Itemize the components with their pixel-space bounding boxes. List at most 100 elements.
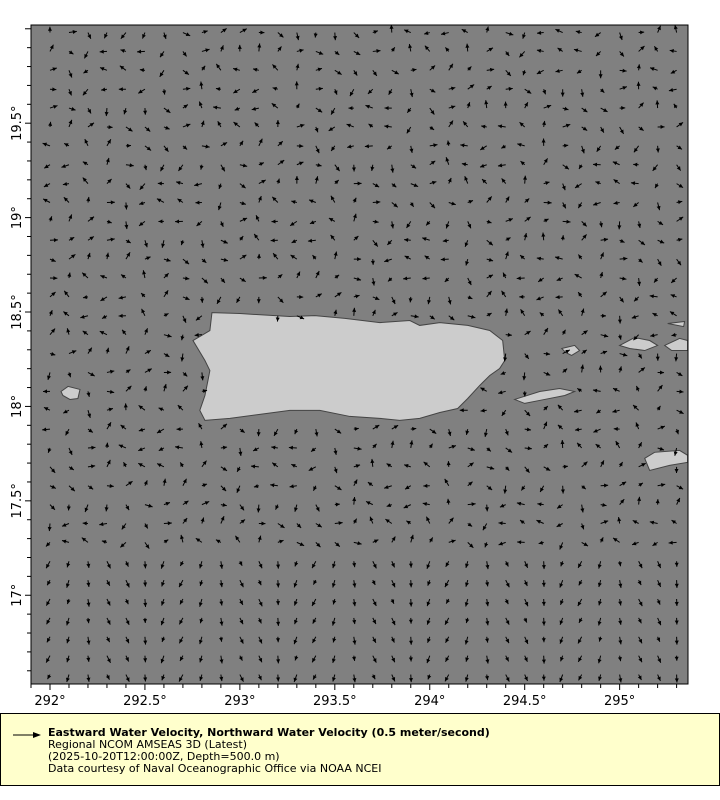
velocity-arrow <box>315 542 321 548</box>
arrow-head <box>124 224 129 230</box>
arrow-head <box>62 522 67 527</box>
velocity-arrow <box>671 519 677 525</box>
velocity-arrow <box>485 26 490 33</box>
velocity-arrow <box>160 655 165 664</box>
arrow-head <box>80 314 85 319</box>
velocity-arrow <box>143 617 148 624</box>
arrow-head <box>408 563 413 568</box>
arrow-head <box>465 582 469 587</box>
arrow-head <box>126 239 131 243</box>
arrow-head <box>251 106 257 111</box>
arrow-head <box>176 427 181 432</box>
arrow-head <box>557 47 563 52</box>
velocity-arrow <box>638 126 644 131</box>
velocity-arrow <box>676 164 682 171</box>
velocity-arrow <box>258 162 265 167</box>
velocity-arrow <box>141 308 146 317</box>
arrow-head <box>46 563 50 569</box>
velocity-arrow <box>201 258 207 264</box>
arrow-head <box>384 106 389 111</box>
arrow-head <box>424 31 429 35</box>
arrow-head <box>633 202 638 207</box>
velocity-arrow <box>219 598 224 606</box>
velocity-arrow <box>519 254 526 260</box>
velocity-arrow <box>408 617 413 624</box>
arrow-head <box>386 503 392 507</box>
arrow-head <box>597 658 602 664</box>
arrow-head <box>43 407 49 411</box>
arrow-head <box>519 53 524 58</box>
velocity-arrow <box>160 164 165 172</box>
arrow-head <box>580 524 585 530</box>
velocity-arrow <box>597 617 602 626</box>
arrow-head <box>574 427 580 432</box>
arrow-head <box>447 177 452 183</box>
arrow-head <box>464 640 469 645</box>
velocity-arrow <box>522 372 527 381</box>
velocity-arrow <box>334 274 340 279</box>
arrow-head <box>294 81 299 86</box>
arrow-head <box>501 178 506 183</box>
velocity-arrow <box>86 598 91 607</box>
velocity-arrow <box>446 498 451 505</box>
arrow-head <box>276 601 280 606</box>
arrow-head <box>349 91 354 97</box>
arrow-head <box>671 332 676 337</box>
velocity-arrow <box>219 561 224 569</box>
arrow-head <box>64 290 69 296</box>
arrow-head <box>272 86 277 91</box>
arrow-head <box>120 34 125 39</box>
arrow-head <box>371 281 376 286</box>
velocity-arrow <box>370 458 375 467</box>
arrow-head <box>505 466 510 471</box>
velocity-arrow <box>334 521 343 526</box>
velocity-arrow <box>524 674 529 682</box>
velocity-arrow <box>657 579 662 588</box>
velocity-arrow <box>125 579 130 588</box>
velocity-arrow <box>580 364 585 373</box>
velocity-arrow <box>520 160 526 166</box>
arrow-head <box>576 69 582 74</box>
arrow-head <box>242 217 248 222</box>
velocity-arrow <box>87 107 92 114</box>
arrow-head <box>43 183 49 187</box>
velocity-arrow <box>655 100 660 109</box>
velocity-arrow <box>100 296 108 302</box>
x-tick-label: 292.5° <box>123 694 167 709</box>
arrow-head <box>619 297 624 303</box>
velocity-arrow <box>163 501 171 506</box>
arrow-head <box>66 562 71 568</box>
velocity-arrow <box>67 272 72 279</box>
velocity-arrow <box>410 314 419 319</box>
velocity-arrow <box>236 296 241 304</box>
arrow-head <box>252 89 257 93</box>
velocity-arrow <box>201 48 210 53</box>
velocity-arrow <box>445 655 450 662</box>
velocity-arrow <box>562 164 570 170</box>
arrow-head <box>560 235 565 240</box>
arrow-head <box>640 240 645 245</box>
velocity-arrow <box>311 598 317 607</box>
arrow-head <box>372 619 376 625</box>
y-tick-label: 18° <box>10 395 25 418</box>
arrow-head <box>82 90 87 96</box>
velocity-arrow <box>485 636 490 643</box>
velocity-arrow <box>461 162 468 167</box>
velocity-arrow <box>63 290 70 298</box>
velocity-arrow <box>562 106 569 111</box>
arrow-head <box>523 618 527 623</box>
arrow-head <box>254 233 259 239</box>
arrow-head <box>144 328 148 333</box>
arrow-head <box>194 333 199 337</box>
velocity-arrow <box>68 70 73 78</box>
arrow-head <box>538 540 543 545</box>
arrow-head <box>487 196 492 201</box>
velocity-arrow <box>619 256 628 261</box>
arrow-head <box>179 599 184 605</box>
velocity-arrow <box>619 498 625 505</box>
velocity-arrow <box>637 674 642 681</box>
arrow-head <box>180 534 184 540</box>
velocity-arrow <box>45 561 51 569</box>
arrow-head <box>668 87 674 92</box>
arrow-head <box>125 505 130 511</box>
